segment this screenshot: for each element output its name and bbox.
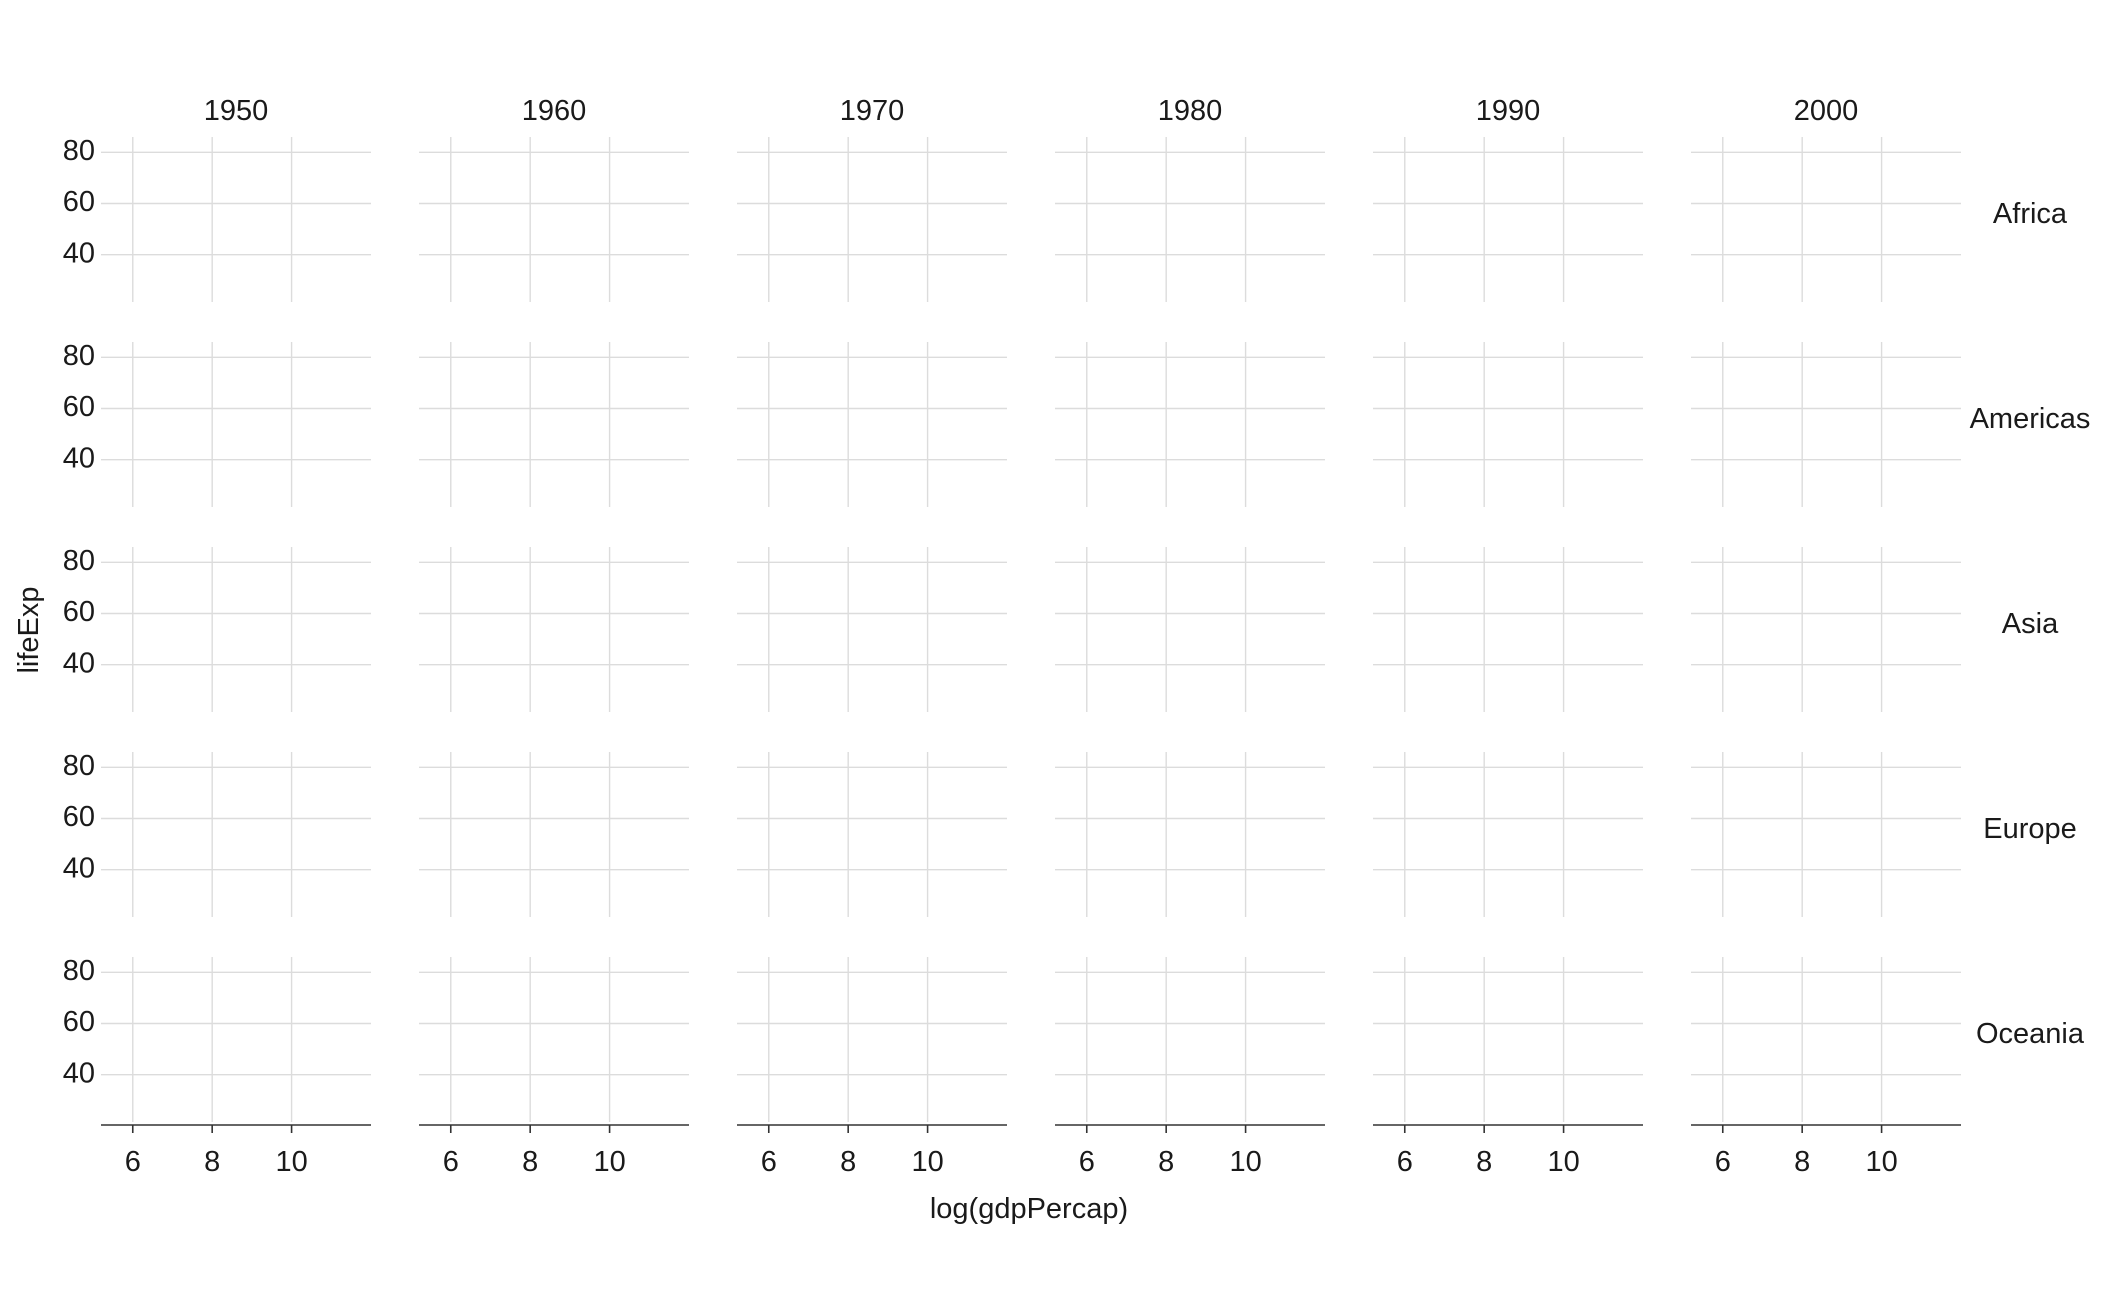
facet-column-label: 1960 [522,95,587,127]
y-axis-title: lifeExp [13,586,45,673]
facet-row-label: Europe [1983,813,2077,845]
x-tick-label: 10 [275,1146,307,1178]
x-tick-label: 10 [1229,1146,1261,1178]
y-tick-label: 80 [63,135,95,167]
x-tick-label: 10 [1865,1146,1897,1178]
facet-panel [1373,957,1643,1122]
y-tick-label: 40 [63,237,95,269]
facet-panel [737,752,1007,917]
y-tick-label: 40 [63,852,95,884]
y-tick-label: 40 [63,442,95,474]
facet-row-label: Americas [1970,403,2091,435]
facet-panel [1691,137,1961,302]
facet-row-label: Oceania [1976,1018,2085,1050]
x-tick-label: 6 [125,1146,141,1178]
facet-column-label: 1980 [1158,95,1223,127]
facet-panel [1691,957,1961,1122]
y-tick-label: 40 [63,1057,95,1089]
facet-panel [737,547,1007,712]
x-tick-label: 8 [522,1146,538,1178]
facet-panel [101,547,371,712]
x-tick-label: 6 [1397,1146,1413,1178]
x-tick-label: 6 [761,1146,777,1178]
x-tick-label: 10 [911,1146,943,1178]
facet-row-label: Asia [2002,608,2059,640]
x-tick-label: 6 [443,1146,459,1178]
facet-panel [419,342,689,507]
x-axes: 6 8 10 6 8 10 6 8 10 6 8 10 6 8 10 6 8 10 [101,1124,1961,1178]
x-axis-title: log(gdpPercap) [930,1193,1128,1225]
facet-panel [1373,137,1643,302]
facet-panel [1055,137,1325,302]
facet-column-labels: 1950 1960 1970 1980 1990 2000 [204,95,1859,127]
facet-panel [101,957,371,1122]
facet-panel [1691,342,1961,507]
facet-panel [419,752,689,917]
facet-panels: 40 60 80 40 60 80 40 60 80 40 60 80 40 60 80 [63,135,1961,1122]
facet-panel [101,342,371,507]
facet-panel [1055,547,1325,712]
facet-panel [737,342,1007,507]
y-tick-label: 60 [63,596,95,628]
facet-column-label: 2000 [1794,95,1859,127]
x-tick-label: 10 [1547,1146,1579,1178]
x-tick-label: 8 [1476,1146,1492,1178]
facet-panel [1691,752,1961,917]
facet-column-label: 1970 [840,95,905,127]
y-tick-label: 80 [63,340,95,372]
facet-panel [419,957,689,1122]
x-tick-label: 8 [1794,1146,1810,1178]
facet-panel [1373,342,1643,507]
y-tick-label: 80 [63,955,95,987]
facet-panel [737,137,1007,302]
x-tick-label: 10 [593,1146,625,1178]
x-tick-label: 6 [1715,1146,1731,1178]
facet-panel [1691,547,1961,712]
x-tick-label: 8 [204,1146,220,1178]
facet-panel [419,547,689,712]
facet-column-label: 1950 [204,95,269,127]
facet-panel [737,957,1007,1122]
facet-panel [1055,752,1325,917]
facet-panel [419,137,689,302]
facet-row-label: Africa [1993,198,2068,230]
y-tick-label: 60 [63,801,95,833]
facet-row-labels: Africa Americas Asia Europe Oceania [1970,198,2091,1050]
facet-panel [1373,752,1643,917]
facet-panel [1055,957,1325,1122]
y-tick-label: 60 [63,1006,95,1038]
facet-panel [101,752,371,917]
facet-column-label: 1990 [1476,95,1541,127]
facet-panel [1373,547,1643,712]
x-tick-label: 8 [840,1146,856,1178]
facet-panel [101,137,371,302]
y-tick-label: 80 [63,750,95,782]
y-tick-label: 60 [63,391,95,423]
facet-panel [1055,342,1325,507]
x-tick-label: 6 [1079,1146,1095,1178]
x-tick-label: 8 [1158,1146,1174,1178]
y-tick-label: 80 [63,545,95,577]
y-tick-label: 60 [63,186,95,218]
y-tick-label: 40 [63,647,95,679]
